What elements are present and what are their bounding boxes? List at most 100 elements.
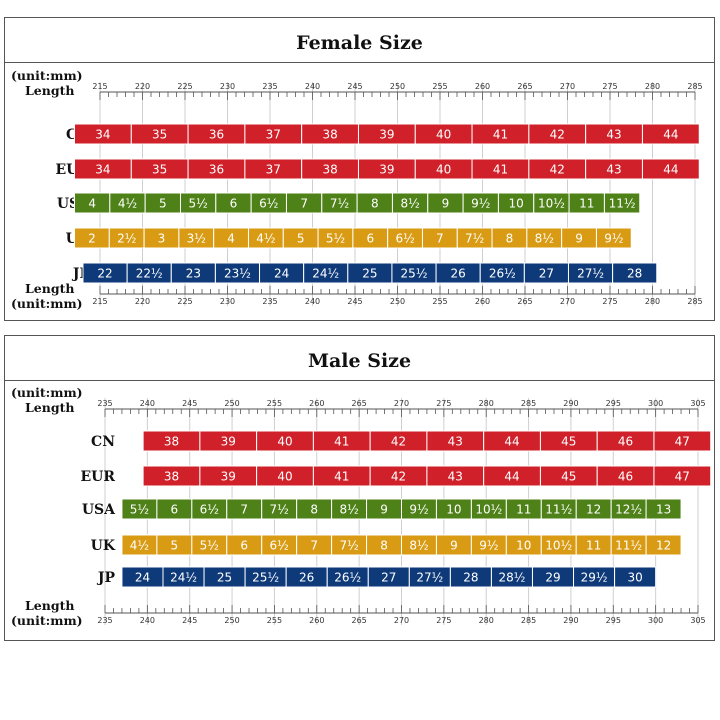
size-cell-label: 7½ bbox=[465, 232, 484, 246]
size-cell-label: 46 bbox=[618, 470, 633, 484]
top-axis-unit-label: (unit:mm) bbox=[11, 68, 83, 83]
size-cell-label: 37 bbox=[266, 163, 281, 177]
size-cell-label: 7½ bbox=[330, 197, 349, 211]
size-cell-label: 9½ bbox=[409, 503, 428, 517]
top-tick-label: 260 bbox=[475, 82, 490, 91]
bottom-tick-label: 235 bbox=[262, 297, 277, 306]
size-cell-label: 6 bbox=[240, 539, 248, 553]
row-label-uk: UK bbox=[91, 538, 116, 554]
size-cell-label: 43 bbox=[448, 470, 463, 484]
top-tick-label: 245 bbox=[347, 82, 362, 91]
size-cell-label: 45 bbox=[561, 435, 576, 449]
size-cell-label: 22 bbox=[97, 267, 112, 281]
size-cell-label: 28½ bbox=[499, 571, 526, 585]
size-cell-label: 9 bbox=[442, 197, 450, 211]
top-tick-label: 285 bbox=[521, 399, 536, 408]
size-cell-label: 35 bbox=[152, 163, 167, 177]
size-cell-label: 41 bbox=[493, 128, 508, 142]
bottom-tick-label: 260 bbox=[309, 616, 324, 625]
size-cell-label: 9½ bbox=[604, 232, 623, 246]
bottom-tick-label: 290 bbox=[563, 616, 578, 625]
bottom-tick-label: 255 bbox=[432, 297, 447, 306]
top-tick-label: 235 bbox=[262, 82, 277, 91]
bottom-tick-label: 285 bbox=[687, 297, 702, 306]
size-cell-label: 8½ bbox=[535, 232, 554, 246]
size-cell-label: 4½ bbox=[130, 539, 149, 553]
bottom-tick-label: 230 bbox=[220, 297, 235, 306]
top-tick-label: 280 bbox=[645, 82, 660, 91]
size-cell-label: 22½ bbox=[136, 267, 163, 281]
size-cell-label: 41 bbox=[334, 435, 349, 449]
size-cell-label: 44 bbox=[663, 128, 678, 142]
top-tick-label: 305 bbox=[690, 399, 705, 408]
size-cell-label: 10½ bbox=[538, 197, 565, 211]
size-cell-label: 7½ bbox=[339, 539, 358, 553]
bottom-tick-label: 285 bbox=[521, 616, 536, 625]
size-cell-label: 10 bbox=[508, 197, 523, 211]
size-cell-label: 42 bbox=[550, 163, 565, 177]
size-cell-label: 9 bbox=[380, 503, 388, 517]
size-cell-label: 39 bbox=[379, 128, 394, 142]
size-cell-label: 24 bbox=[135, 571, 150, 585]
size-cell-label: 39 bbox=[221, 470, 236, 484]
size-cell-label: 6½ bbox=[395, 232, 414, 246]
row-label-usa: USA bbox=[82, 502, 116, 518]
size-cell-label: 6 bbox=[171, 503, 179, 517]
size-cell-label: 4 bbox=[227, 232, 235, 246]
size-cell-label: 3½ bbox=[187, 232, 206, 246]
size-cell-label: 39 bbox=[379, 163, 394, 177]
size-cell-cn bbox=[641, 123, 700, 145]
top-tick-label: 295 bbox=[606, 399, 621, 408]
top-tick-label: 270 bbox=[394, 399, 409, 408]
size-cell-label: 25½ bbox=[401, 267, 428, 281]
top-tick-label: 225 bbox=[177, 82, 192, 91]
bottom-tick-label: 245 bbox=[347, 297, 362, 306]
bottom-tick-label: 235 bbox=[97, 616, 112, 625]
size-cell-label: 6½ bbox=[200, 503, 219, 517]
bottom-tick-label: 300 bbox=[648, 616, 663, 625]
size-cell-label: 7 bbox=[436, 232, 444, 246]
size-cell-label: 4 bbox=[88, 197, 96, 211]
size-cell-label: 45 bbox=[561, 470, 576, 484]
top-axis-unit-label: (unit:mm) bbox=[11, 385, 83, 400]
size-cell-label: 4½ bbox=[256, 232, 275, 246]
size-cell-label: 36 bbox=[209, 128, 224, 142]
size-cell-label: 6½ bbox=[259, 197, 278, 211]
size-cell-label: 36 bbox=[209, 163, 224, 177]
size-cell-label: 8 bbox=[380, 539, 388, 553]
top-tick-label: 250 bbox=[224, 399, 239, 408]
size-cell-label: 40 bbox=[277, 470, 292, 484]
bottom-tick-label: 275 bbox=[602, 297, 617, 306]
size-cell-label: 13 bbox=[656, 503, 671, 517]
size-cell-label: 26½ bbox=[334, 571, 361, 585]
size-cell-label: 11½ bbox=[609, 197, 636, 211]
size-cell-label: 40 bbox=[436, 128, 451, 142]
size-cell-eur bbox=[653, 465, 712, 487]
size-cell-label: 5 bbox=[171, 539, 179, 553]
size-cell-label: 35 bbox=[152, 128, 167, 142]
size-cell-label: 42 bbox=[391, 470, 406, 484]
top-tick-label: 230 bbox=[220, 82, 235, 91]
size-cell-label: 23 bbox=[186, 267, 201, 281]
size-cell-label: 38 bbox=[164, 435, 179, 449]
bottom-axis-length-label: Length bbox=[25, 281, 74, 296]
top-tick-label: 250 bbox=[390, 82, 405, 91]
row-label-jp: JP bbox=[96, 570, 116, 586]
top-tick-label: 235 bbox=[97, 399, 112, 408]
bottom-tick-label: 265 bbox=[352, 616, 367, 625]
bottom-tick-label: 250 bbox=[390, 297, 405, 306]
size-cell-label: 42 bbox=[550, 128, 565, 142]
female-size-title: Female Size bbox=[5, 24, 714, 63]
top-tick-label: 270 bbox=[560, 82, 575, 91]
bottom-tick-label: 225 bbox=[177, 297, 192, 306]
size-cell-label: 3 bbox=[158, 232, 166, 246]
size-cell-label: 9 bbox=[450, 539, 458, 553]
size-cell-label: 8 bbox=[310, 503, 318, 517]
top-tick-label: 265 bbox=[517, 82, 532, 91]
size-cell-label: 43 bbox=[606, 128, 621, 142]
size-cell-label: 6½ bbox=[270, 539, 289, 553]
size-cell-jp bbox=[614, 566, 657, 588]
size-cell-label: 8 bbox=[371, 197, 379, 211]
size-cell-label: 47 bbox=[675, 470, 690, 484]
size-cell-label: 27 bbox=[539, 267, 554, 281]
